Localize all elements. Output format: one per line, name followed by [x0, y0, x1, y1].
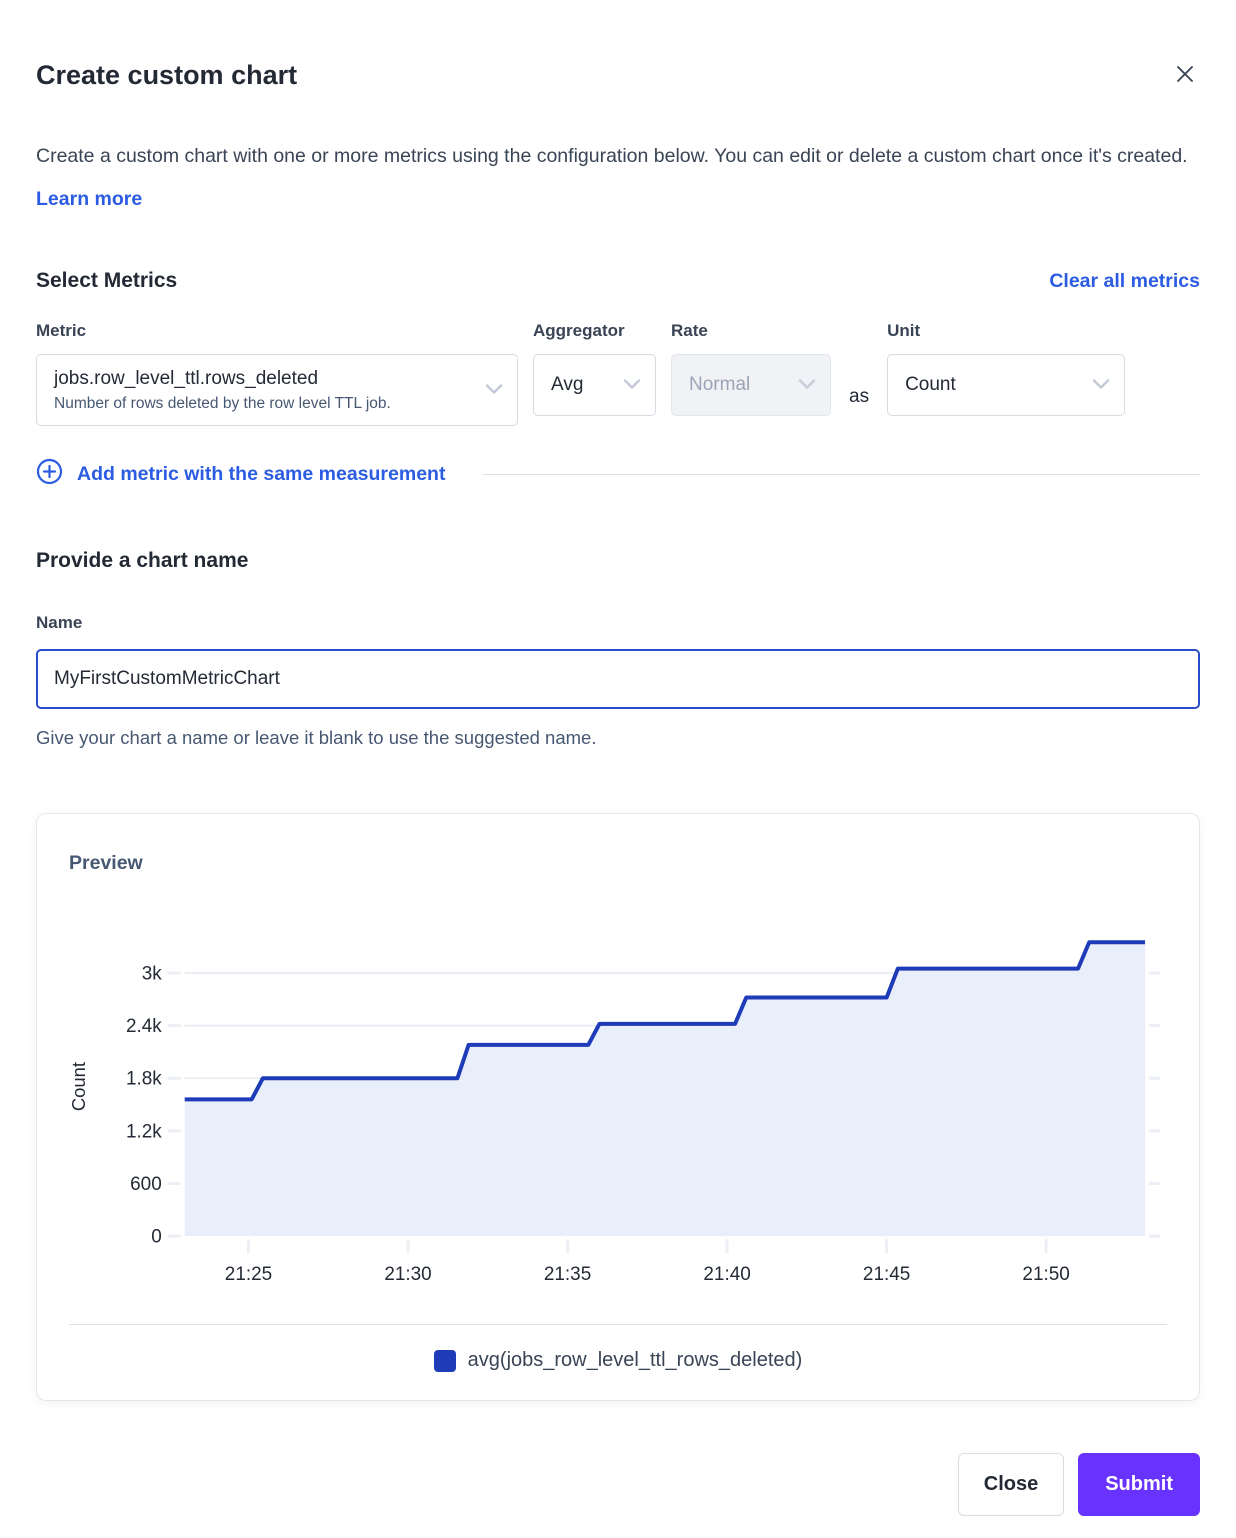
svg-text:3k: 3k — [142, 964, 163, 985]
chevron-down-icon — [1092, 374, 1110, 396]
aggregator-select[interactable]: Avg — [533, 354, 656, 417]
aggregator-select-value: Avg — [551, 374, 584, 396]
chart-name-heading: Provide a chart name — [36, 549, 249, 573]
clear-all-metrics-link[interactable]: Clear all metrics — [1049, 270, 1200, 293]
section-divider — [483, 474, 1200, 476]
select-metrics-heading: Select Metrics — [36, 269, 178, 293]
unit-field: Unit Count — [887, 321, 1126, 417]
metric-field: Metric jobs.row_level_ttl.rows_deleted N… — [36, 321, 533, 427]
add-metric-label: Add metric with the same measurement — [77, 463, 446, 486]
preview-card: Preview 0 600 1.2k 1.8k 2.4k 3k 21:25 21:30 21:3… — [36, 813, 1200, 1402]
add-metric-button[interactable]: Add metric with the same measurement — [36, 458, 445, 491]
metric-select-text: jobs.row_level_ttl.rows_deleted Number o… — [54, 368, 391, 413]
dialog-header: Create custom chart — [36, 0, 1200, 109]
svg-text:600: 600 — [130, 1174, 162, 1195]
unit-select-value: Count — [905, 374, 956, 396]
select-metrics-header: Select Metrics Clear all metrics — [36, 269, 1200, 293]
rate-label: Rate — [671, 321, 708, 341]
name-label: Name — [36, 613, 83, 633]
close-icon — [1173, 62, 1197, 89]
plus-circle-icon — [36, 458, 63, 491]
metric-label: Metric — [36, 321, 87, 341]
rate-select-disabled: Normal — [671, 354, 831, 417]
dialog-close-button[interactable] — [1170, 61, 1200, 91]
svg-text:21:45: 21:45 — [863, 1264, 910, 1282]
dialog-description-text: Create a custom chart with one or more m… — [36, 145, 1188, 168]
chart-area-fill — [184, 942, 1146, 1237]
rate-select-value: Normal — [689, 374, 751, 396]
close-button[interactable]: Close — [957, 1453, 1065, 1517]
dialog-footer: Close Submit — [36, 1453, 1200, 1517]
metric-select-description: Number of rows deleted by the row level … — [54, 394, 391, 412]
svg-text:2.4k: 2.4k — [126, 1016, 162, 1037]
page-title: Create custom chart — [36, 60, 298, 91]
chart-x-tick-labels: 21:25 21:30 21:35 21:40 21:45 21:50 — [225, 1264, 1070, 1282]
unit-select[interactable]: Count — [887, 354, 1126, 417]
legend-swatch — [433, 1349, 456, 1372]
chevron-down-icon — [485, 379, 503, 401]
chart-y-tick-labels: 0 600 1.2k 1.8k 2.4k 3k — [126, 964, 162, 1248]
legend-label: avg(jobs_row_level_ttl_rows_deleted) — [467, 1349, 803, 1372]
metric-select-value: jobs.row_level_ttl.rows_deleted — [54, 367, 319, 389]
unit-label: Unit — [887, 321, 921, 341]
submit-button[interactable]: Submit — [1078, 1453, 1200, 1517]
legend-divider — [69, 1324, 1167, 1326]
metric-fields-row: Metric jobs.row_level_ttl.rows_deleted N… — [36, 321, 1200, 427]
rate-field: Rate Normal — [671, 321, 831, 417]
name-helper-text: Give your chart a name or leave it blank… — [36, 727, 597, 749]
svg-text:21:35: 21:35 — [544, 1264, 591, 1282]
preview-heading: Preview — [69, 852, 143, 875]
learn-more-link[interactable]: Learn more — [36, 188, 143, 211]
aggregator-field: Aggregator Avg — [533, 321, 671, 417]
svg-text:1.2k: 1.2k — [126, 1122, 162, 1143]
chart-legend: avg(jobs_row_level_ttl_rows_deleted) — [69, 1349, 1167, 1380]
name-input[interactable] — [36, 649, 1200, 710]
dialog-description: Create a custom chart with one or more m… — [36, 135, 1200, 221]
add-metric-row: Add metric with the same measurement — [36, 458, 1200, 491]
svg-text:21:30: 21:30 — [384, 1264, 431, 1282]
aggregator-label: Aggregator — [533, 321, 625, 341]
svg-text:1.8k: 1.8k — [126, 1069, 162, 1090]
svg-text:0: 0 — [151, 1227, 162, 1248]
chart-step-line — [184, 940, 1146, 1102]
svg-text:21:40: 21:40 — [703, 1264, 750, 1282]
as-label: as — [849, 386, 870, 408]
chevron-down-icon — [623, 374, 641, 396]
chevron-down-icon — [798, 374, 816, 396]
metric-select[interactable]: jobs.row_level_ttl.rows_deleted Number o… — [36, 354, 518, 427]
svg-text:21:50: 21:50 — [1022, 1264, 1069, 1282]
svg-text:21:25: 21:25 — [225, 1264, 272, 1282]
chart-y-axis-label: Count — [69, 1062, 89, 1111]
